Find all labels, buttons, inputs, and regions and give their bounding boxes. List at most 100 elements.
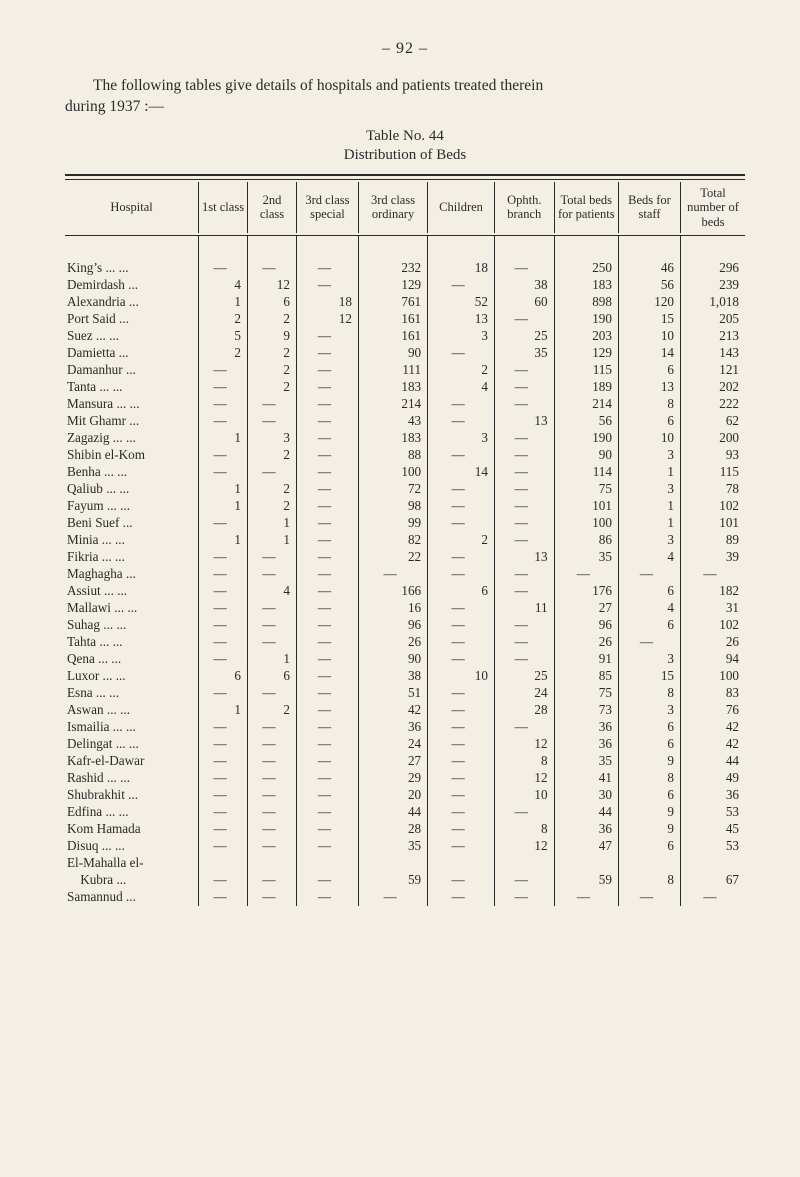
cell: — (428, 753, 495, 770)
table-row: Assiut ... ...—4—1666—1766182 (65, 583, 745, 600)
cell: 36 (358, 719, 427, 736)
hospital-name: Fikria ... ... (65, 549, 199, 566)
cell: — (199, 549, 248, 566)
cell: 143 (681, 345, 745, 362)
hospital-name: Shibin el-Kom (65, 447, 199, 464)
cell: — (494, 872, 554, 889)
cell: 9 (618, 804, 680, 821)
cell: 6 (199, 668, 248, 685)
cell: 189 (554, 379, 618, 396)
table-row: Kubra ...———59——59867 (65, 872, 745, 889)
page-number: – 92 – (65, 40, 745, 58)
cell: — (296, 753, 358, 770)
cell: — (428, 787, 495, 804)
cell: 56 (618, 277, 680, 294)
cell: — (248, 770, 297, 787)
cell: 53 (681, 838, 745, 855)
cell: — (428, 566, 495, 583)
cell: 14 (428, 464, 495, 481)
cell: 2 (199, 345, 248, 362)
cell: 25 (494, 668, 554, 685)
cell: 2 (248, 481, 297, 498)
cell: 22 (358, 549, 427, 566)
cell: 13 (494, 549, 554, 566)
cell: 31 (681, 600, 745, 617)
cell: 3 (618, 447, 680, 464)
cell: 2 (199, 311, 248, 328)
cell: — (618, 889, 680, 906)
cell: — (296, 277, 358, 294)
cell: 115 (554, 362, 618, 379)
cell: 49 (681, 770, 745, 787)
cell: 182 (681, 583, 745, 600)
cell: — (199, 838, 248, 855)
cell: 8 (618, 396, 680, 413)
cell: 8 (618, 872, 680, 889)
cell: — (494, 311, 554, 328)
cell: 166 (358, 583, 427, 600)
hospital-name: Maghagha ... (65, 566, 199, 583)
cell: 52 (428, 294, 495, 311)
cell: 94 (681, 651, 745, 668)
cell: 2 (248, 447, 297, 464)
cell: 38 (358, 668, 427, 685)
cell (681, 855, 745, 872)
cell: 183 (554, 277, 618, 294)
cell: 98 (358, 498, 427, 515)
cell: 9 (248, 328, 297, 345)
table-row: Disuq ... ...———35—1247653 (65, 838, 745, 855)
cell: 82 (358, 532, 427, 549)
cell: — (428, 838, 495, 855)
cell: 1 (618, 498, 680, 515)
hospital-name: Kafr-el-Dawar (65, 753, 199, 770)
cell (248, 855, 297, 872)
cell: — (296, 889, 358, 906)
cell: 42 (358, 702, 427, 719)
cell: 202 (681, 379, 745, 396)
table-row: Edfina ... ...———44——44953 (65, 804, 745, 821)
cell: 38 (494, 277, 554, 294)
cell: 90 (358, 651, 427, 668)
cell: 183 (358, 430, 427, 447)
cell: 62 (681, 413, 745, 430)
table-row: Tahta ... ...———26——26—26 (65, 634, 745, 651)
cell: 205 (681, 311, 745, 328)
cell: 102 (681, 617, 745, 634)
cell (618, 855, 680, 872)
cell: — (248, 600, 297, 617)
cell: 6 (618, 362, 680, 379)
hospital-name: Tahta ... ... (65, 634, 199, 651)
hospital-name: Rashid ... ... (65, 770, 199, 787)
cell: 1,018 (681, 294, 745, 311)
cell: — (296, 260, 358, 277)
cell (494, 855, 554, 872)
cell: — (428, 770, 495, 787)
col-2nd-class: 2nd class (248, 182, 297, 233)
cell: 39 (681, 549, 745, 566)
cell: — (428, 685, 495, 702)
table-row: Luxor ... ...66—3810258515100 (65, 668, 745, 685)
cell: 88 (358, 447, 427, 464)
cell: — (494, 260, 554, 277)
cell: 2 (428, 362, 495, 379)
cell: 222 (681, 396, 745, 413)
cell: 120 (618, 294, 680, 311)
cell: 2 (248, 379, 297, 396)
cell: — (248, 413, 297, 430)
cell: 91 (554, 651, 618, 668)
cell: — (296, 617, 358, 634)
cell: 12 (494, 736, 554, 753)
cell: 12 (494, 838, 554, 855)
cell: — (428, 600, 495, 617)
cell: — (199, 753, 248, 770)
cell: 42 (681, 719, 745, 736)
cell: 100 (681, 668, 745, 685)
cell: 3 (618, 651, 680, 668)
cell: 15 (618, 311, 680, 328)
cell: 6 (428, 583, 495, 600)
cell (554, 855, 618, 872)
cell: — (296, 821, 358, 838)
cell: — (248, 549, 297, 566)
cell: 101 (554, 498, 618, 515)
hospital-name: Kom Hamada (65, 821, 199, 838)
